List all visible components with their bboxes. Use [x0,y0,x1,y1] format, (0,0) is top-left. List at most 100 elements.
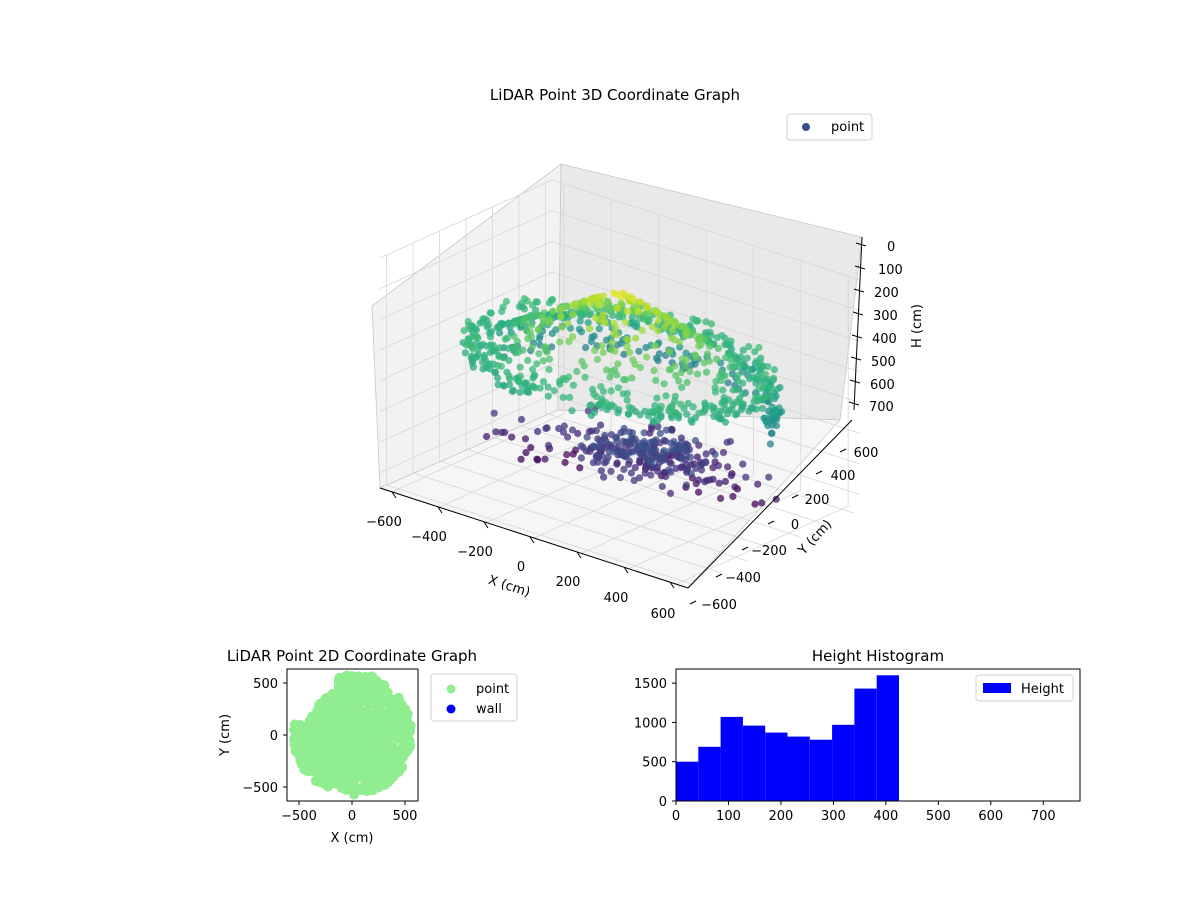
scatter-point [375,778,386,789]
lidar-point [723,438,731,446]
lidar-point [533,360,541,368]
lidar-point [620,350,628,358]
lidar-point [638,326,646,335]
lidar-point [587,401,596,409]
lidar-point [677,322,685,330]
lidar-point [631,360,639,368]
lidar-point [636,298,644,306]
lidar-point [650,407,658,415]
lidar-point [527,333,536,341]
lidar-point [631,464,639,472]
y-tick-mark [839,448,847,453]
lidar-point [667,446,675,454]
lidar-point [569,450,577,458]
lidar-point [660,447,668,455]
lidar-point [539,378,548,386]
lidar-point [594,458,602,466]
y-tick-mark [741,546,749,551]
lidar-point [677,400,685,408]
lidar-point [758,363,767,371]
lidar-point [681,362,689,370]
lidar-point [613,459,621,467]
lidar-point [689,403,697,411]
lidar-point [510,320,519,328]
plot-3d-title: LiDAR Point 3D Coordinate Graph [490,86,740,104]
x-tick-label: 200 [556,575,581,590]
grid-line [379,240,861,342]
lidar-point [483,432,491,441]
scatter-point [320,773,331,784]
lidar-point [762,417,770,425]
scatter-point [298,725,309,736]
lidar-point [628,434,636,442]
lidar-point [658,482,666,491]
lidar-point [498,307,506,315]
lidar-point [604,440,612,448]
lidar-point [767,384,775,392]
lidar-point [636,456,644,464]
lidar-point [517,415,526,424]
lidar-point [712,377,720,385]
lidar-point [772,495,780,503]
scatter-point [396,702,407,713]
plot-2d: LiDAR Point 2D Coordinate Graph −500 0 5… [218,647,518,846]
grid-line [379,210,861,312]
lidar-point [547,296,555,304]
lidar-point [672,371,680,380]
lidar-point [722,340,731,348]
lidar-point [523,297,531,305]
lidar-point [665,466,673,474]
lidar-point [675,377,683,385]
lidar-point [681,331,689,339]
grid-line [379,394,861,496]
lidar-point [556,338,564,346]
lidar-point [700,359,708,367]
scatter-point [359,721,370,732]
scatter-point [330,725,341,736]
x-tick-label: −500 [281,809,317,824]
scatter-point [345,764,356,775]
lidar-point [726,363,734,371]
lidar-point [548,343,556,351]
lidar-point [598,342,606,350]
lidar-point [682,481,691,489]
lidar-point [695,342,703,350]
lidar-point [693,370,702,378]
lidar-point [529,365,537,374]
lidar-point [543,348,551,356]
lidar-point [729,492,737,501]
lidar-point [473,333,481,341]
lidar-point [660,380,668,388]
lidar-point [625,403,633,411]
lidar-point [758,396,766,404]
lidar-point [552,326,560,334]
lidar-point [564,319,572,328]
lidar-point [719,448,728,457]
lidar-point [574,429,582,438]
z-tick-label: 600 [870,378,895,393]
legend-3d-label: point [831,120,864,135]
lidar-point [490,409,498,417]
lidar-point [568,310,577,318]
grid-line [465,448,775,550]
plot-3d: LiDAR Point 3D Coordinate Graph −600 −40… [366,86,925,622]
lidar-point [460,326,468,335]
lidar-point [505,381,514,389]
y-tick-label: −400 [725,571,761,586]
scatter-point [401,709,412,720]
lidar-point [593,355,602,364]
x-tick-label: −600 [366,515,402,530]
lidar-point [715,479,723,487]
lidar-point [765,473,773,481]
lidar-point [472,353,480,361]
y-tick-mark [715,573,723,578]
lidar-point [723,410,732,418]
scatter-point [365,784,376,795]
lidar-point [556,380,564,388]
lidar-point [727,472,735,480]
lidar-point [648,458,656,466]
z-ticks-3d: 0 100 200 300 400 500 600 700 H (cm) [848,240,925,415]
scatter-point [352,686,363,697]
lidar-point [541,455,549,463]
lidar-point [770,374,778,382]
